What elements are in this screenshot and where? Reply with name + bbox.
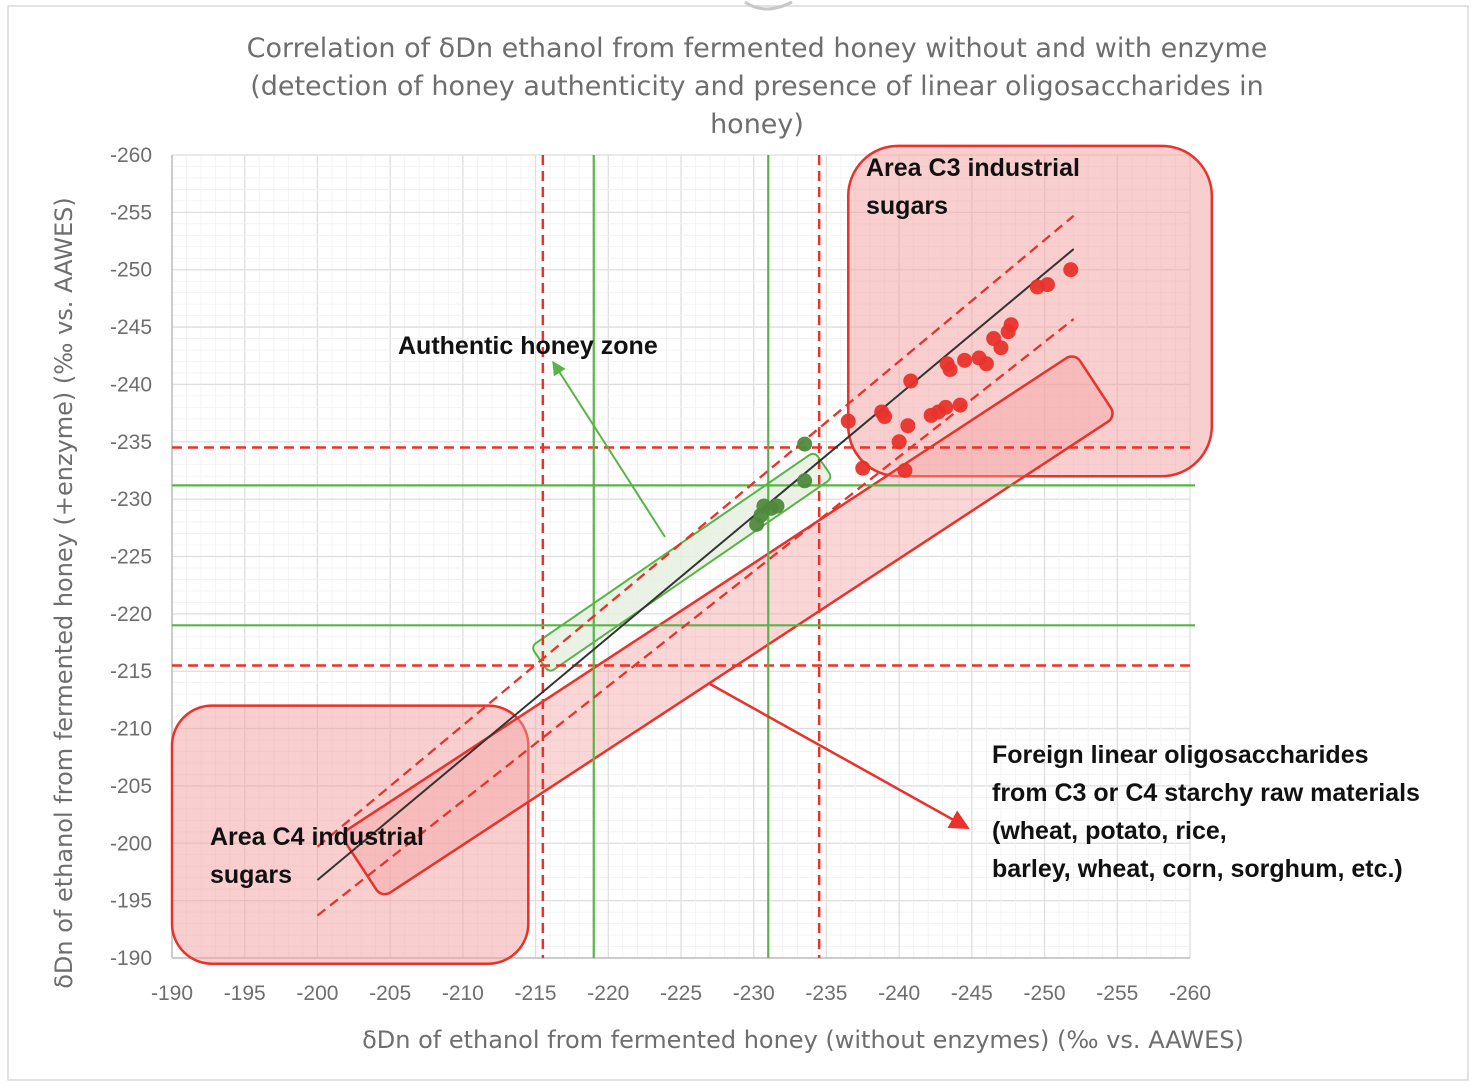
- red-data-point: [1063, 262, 1079, 278]
- x-tick-label: -245: [951, 982, 993, 1005]
- green-data-point: [797, 473, 813, 489]
- foreign-label-line-2: from C3 or C4 starchy raw materials: [992, 779, 1420, 807]
- red-data-point: [993, 340, 1009, 356]
- y-axis-label: δDn of ethanol from fermented honey (+en…: [50, 197, 78, 989]
- y-tick-label: -250: [110, 259, 152, 282]
- foreign-arrow: [709, 682, 970, 830]
- x-tick-label: -225: [660, 982, 702, 1005]
- red-data-point: [900, 418, 916, 434]
- tick-labels: -190 -195 -200 -205 -210 -215 -220 -225 -230 -235…: [110, 144, 1211, 1005]
- y-tick-label: -245: [110, 316, 152, 339]
- c4-area-label-line-2: sugars: [210, 861, 292, 889]
- x-tick-label: -205: [369, 982, 411, 1005]
- red-data-point: [840, 413, 856, 429]
- prediction-band-line: [316, 214, 1075, 848]
- foreign-label-line-4: barley, wheat, corn, sorghum, etc.): [992, 855, 1403, 883]
- y-tick-label: -240: [110, 373, 152, 396]
- x-tick-label: -235: [805, 982, 847, 1005]
- red-data-point: [891, 434, 907, 450]
- red-data-point: [877, 409, 893, 425]
- red-data-point: [938, 399, 954, 415]
- authentic-zone-arrow: [552, 360, 666, 538]
- y-tick-label: -235: [110, 431, 152, 454]
- c3-zone: [846, 144, 1214, 478]
- limit-lines: [172, 155, 1195, 958]
- y-tick-label: -205: [110, 775, 152, 798]
- red-data-point: [897, 462, 913, 478]
- foreign-label-line-3: (wheat, potato, rice,: [992, 817, 1227, 845]
- zones: [170, 144, 1214, 965]
- red-data-point: [957, 352, 973, 368]
- x-axis-label: δDn of ethanol from fermented honey (wit…: [362, 1026, 1244, 1054]
- x-tick-label: -260: [1169, 982, 1211, 1005]
- red-data-point: [903, 373, 919, 389]
- chart-title-line-2: (detection of honey authenticity and pre…: [250, 71, 1264, 102]
- cropped-circle-fragment: [744, 0, 793, 11]
- x-tick-label: -210: [442, 982, 484, 1005]
- y-tick-label: -260: [110, 144, 152, 167]
- x-tick-label: -250: [1024, 982, 1066, 1005]
- red-data-point: [1039, 277, 1055, 293]
- x-tick-label: -240: [878, 982, 920, 1005]
- x-tick-label: -255: [1096, 982, 1138, 1005]
- data-points: [749, 262, 1079, 532]
- chart-title-line-3: honey): [710, 109, 804, 140]
- y-tick-label: -230: [110, 488, 152, 511]
- y-tick-label: -195: [110, 890, 152, 913]
- green-data-point: [797, 436, 813, 452]
- authentic-zone-label: Authentic honey zone: [398, 332, 658, 360]
- regression-line: [316, 248, 1075, 881]
- chart-title-line-1: Correlation of δDn ethanol from fermente…: [247, 33, 1268, 64]
- x-tick-label: -220: [587, 982, 629, 1005]
- red-data-point: [855, 460, 871, 476]
- regression-lines: [316, 214, 1075, 917]
- c3-area-label-line-1: Area C3 industrial: [866, 154, 1080, 182]
- y-tick-label: -200: [110, 832, 152, 855]
- y-tick-label: -210: [110, 718, 152, 741]
- green-data-point: [769, 498, 785, 514]
- c3-area-label-line-2: sugars: [866, 192, 948, 220]
- red-data-point: [952, 397, 968, 413]
- red-data-point: [1003, 317, 1019, 333]
- y-tick-label: -220: [110, 603, 152, 626]
- y-tick-label: -215: [110, 660, 152, 683]
- x-tick-label: -200: [296, 982, 338, 1005]
- x-tick-label: -230: [733, 982, 775, 1005]
- y-tick-label: -255: [110, 201, 152, 224]
- foreign-label-line-1: Foreign linear oligosaccharides: [992, 741, 1369, 769]
- prediction-band-line: [316, 318, 1075, 917]
- x-tick-label: -195: [224, 982, 266, 1005]
- c4-area-label-line-1: Area C4 industrial: [210, 823, 424, 851]
- y-tick-label: -190: [110, 947, 152, 970]
- y-tick-label: -225: [110, 546, 152, 569]
- red-data-point: [942, 362, 958, 378]
- x-tick-label: -190: [151, 982, 193, 1005]
- x-tick-label: -215: [515, 982, 557, 1005]
- red-data-point: [978, 356, 994, 372]
